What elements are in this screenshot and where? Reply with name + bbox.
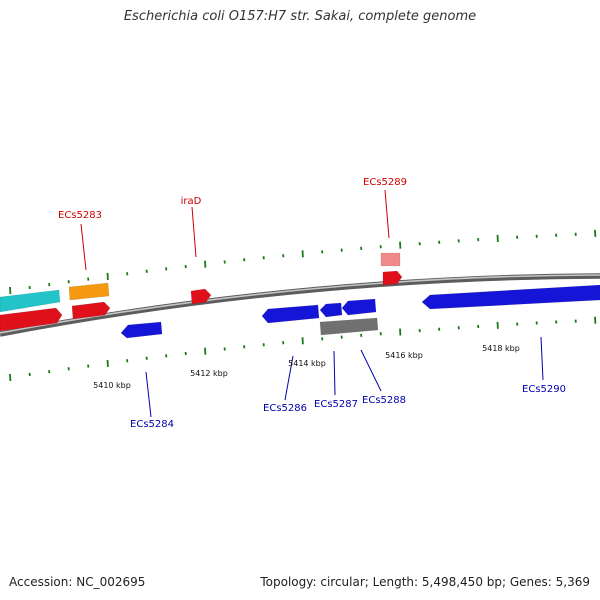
scale-label-5410: 5410 kbp (93, 381, 131, 390)
feature-blue-5284[interactable] (120, 321, 163, 339)
scale-label-5412: 5412 kbp (190, 369, 228, 378)
scale-labels: 5410 kbp 5412 kbp 5414 kbp 5416 kbp 5418… (93, 344, 520, 390)
scale-label-5418: 5418 kbp (482, 344, 520, 353)
scale-label-5416: 5416 kbp (385, 351, 423, 360)
feature-red-2[interactable] (71, 301, 111, 320)
scale-label-5414: 5414 kbp (288, 359, 326, 368)
accession-text: Accession: NC_002695 (9, 575, 146, 589)
leader-iraD (191, 206, 197, 258)
leader-ECs5287 (333, 350, 336, 396)
map-title: Escherichia coli O157:H7 str. Sakai, com… (123, 9, 477, 24)
gene-label-ECs5287[interactable]: ECs5287 (314, 399, 358, 410)
genome-summary-text: Topology: circular; Length: 5,498,450 bp… (260, 575, 590, 589)
gene-label-ECs5289[interactable]: ECs5289 (363, 177, 407, 188)
gene-label-ECs5284[interactable]: ECs5284 (130, 419, 174, 430)
feature-blue-5286[interactable] (261, 304, 320, 324)
genome-backbone-highlight (0, 274, 600, 334)
leader-ECs5284 (145, 371, 152, 418)
feature-red-1[interactable] (0, 307, 63, 332)
leader-ECs5289 (384, 189, 390, 239)
leader-ECs5283 (80, 223, 87, 271)
leader-lines (80, 189, 544, 418)
feature-orange-1[interactable] (68, 282, 110, 301)
gene-labels: ECs5283 iraD ECs5289 ECs5284 ECs5286 ECs… (58, 177, 566, 430)
feature-blue-5290[interactable] (421, 284, 600, 310)
leader-ECs5290 (540, 336, 544, 381)
gene-label-ECs5286[interactable]: ECs5286 (263, 403, 307, 414)
feature-red-iraD[interactable] (190, 288, 212, 305)
forward-features (0, 252, 403, 332)
feature-blue-5288[interactable] (341, 298, 377, 316)
inner-tick-ring (9, 316, 597, 382)
leader-ECs5286 (284, 355, 294, 401)
outer-tick-ring (9, 229, 597, 295)
leader-ECs5288 (360, 349, 382, 392)
feature-pink-1[interactable] (380, 252, 401, 267)
reverse-features (120, 284, 600, 339)
feature-red-5289[interactable] (382, 270, 403, 286)
gene-label-ECs5288[interactable]: ECs5288 (362, 395, 406, 406)
feature-gray-1[interactable] (319, 317, 379, 336)
gene-label-ECs5283[interactable]: ECs5283 (58, 210, 102, 221)
feature-blue-5287[interactable] (319, 302, 343, 318)
gene-label-iraD[interactable]: iraD (181, 196, 202, 207)
feature-cyan-1[interactable] (0, 289, 61, 313)
genome-backbone (0, 273, 600, 337)
gene-label-ECs5290[interactable]: ECs5290 (522, 384, 566, 395)
